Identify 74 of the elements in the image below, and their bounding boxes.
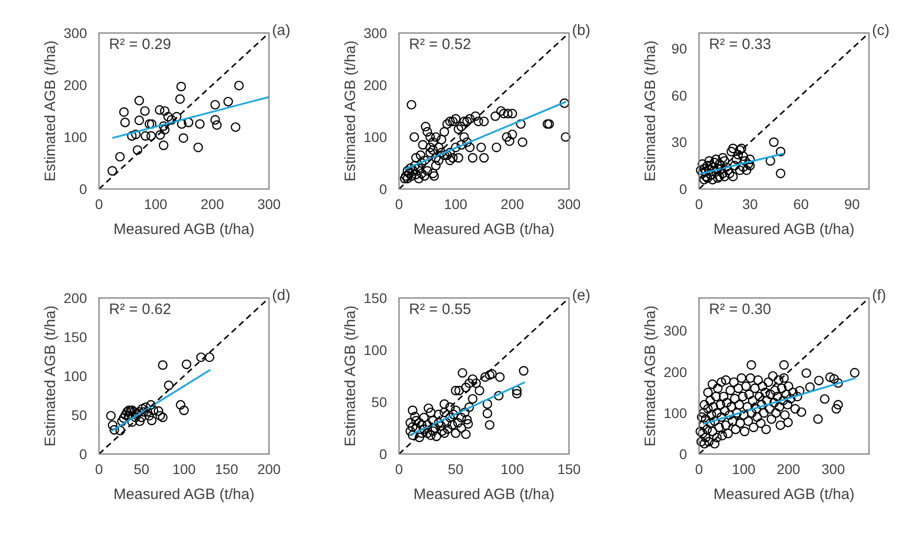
annotation: R² = 0.55	[409, 301, 472, 318]
x-axis-title: Measured AGB (t/ha)	[714, 221, 854, 238]
x-tick-label: 100	[444, 196, 468, 212]
x-tick-label: 60	[793, 196, 809, 212]
text: (c)	[872, 22, 890, 39]
x-tick-label: 100	[500, 461, 524, 477]
x-tick-label: 90	[844, 196, 860, 212]
x-tick-label: 200	[776, 461, 800, 477]
y-tick-label: 200	[364, 76, 388, 93]
y-tick-label: 0	[679, 180, 688, 197]
x-tick-label: 0	[95, 461, 104, 477]
annotation: R² = 0.33	[709, 36, 772, 53]
x-tick-label: 0	[95, 196, 104, 212]
annotation: R² = 0.52	[409, 36, 472, 53]
x-tick-label: 0	[695, 461, 704, 477]
y-tick-label: 50	[371, 394, 388, 410]
x-tick-label: 0	[695, 196, 704, 212]
y-tick-label: 90	[671, 40, 688, 56]
y-tick-label: 50	[71, 406, 88, 423]
y-tick-label: 300	[64, 24, 88, 41]
x-axis-title: Measured AGB (t/ha)	[714, 486, 854, 503]
y-tick-label: 100	[364, 128, 388, 145]
y-tick-label: 100	[364, 342, 388, 358]
x-tick-label: 300	[822, 461, 846, 477]
y-axis-title: Estimated AGB (t/ha)	[342, 40, 359, 182]
y-tick-label: 300	[364, 24, 388, 41]
text: (e)	[572, 287, 590, 304]
y-tick-label: 0	[79, 180, 88, 197]
x-tick-label: 0	[395, 196, 404, 212]
y-axis-title: Estimated AGB (t/ha)	[342, 306, 359, 446]
x-tick-label: 50	[448, 461, 464, 477]
x-tick-label: 100	[172, 461, 196, 477]
x-axis-title: Measured AGB (t/ha)	[414, 486, 554, 503]
y-tick-label: 150	[364, 290, 388, 306]
y-tick-label: 200	[64, 76, 88, 93]
y-axis-title: Estimated AGB (t/ha)	[42, 40, 59, 182]
text: (f)	[872, 287, 886, 304]
y-tick-label: 0	[679, 446, 688, 462]
x-tick-label: 0	[395, 461, 404, 477]
x-axis-title: Measured AGB (t/ha)	[114, 221, 254, 238]
x-tick-label: 300	[257, 196, 281, 212]
y-tick-label: 0	[79, 446, 88, 462]
annotation: R² = 0.62	[109, 301, 172, 318]
x-tick-label: 150	[214, 461, 238, 477]
text: (a)	[272, 22, 290, 39]
y-axis-title: Estimated AGB (t/ha)	[642, 40, 659, 182]
x-tick-label: 200	[500, 196, 524, 212]
y-axis-title: Estimated AGB (t/ha)	[42, 306, 59, 446]
y-tick-label: 100	[64, 368, 88, 384]
text: (d)	[272, 287, 290, 304]
x-tick-label: 100	[732, 461, 756, 477]
x-tick-label: 150	[557, 461, 581, 477]
y-tick-label: 30	[671, 134, 688, 150]
y-tick-label: 150	[64, 328, 88, 345]
y-axis-title: Estimated AGB (t/ha)	[642, 306, 659, 446]
x-tick-label: 50	[134, 461, 150, 477]
y-tick-label: 200	[664, 364, 688, 380]
x-tick-label: 100	[144, 196, 168, 212]
annotation: R² = 0.29	[109, 36, 172, 53]
x-tick-label: 30	[742, 196, 758, 212]
y-tick-label: 0	[379, 446, 388, 462]
text: (b)	[572, 22, 590, 39]
y-tick-label: 0	[379, 180, 388, 197]
x-tick-label: 200	[200, 196, 224, 212]
y-tick-label: 100	[64, 128, 88, 145]
x-tick-label: 200	[257, 461, 281, 477]
y-tick-label: 300	[664, 322, 688, 339]
annotation: R² = 0.30	[709, 301, 772, 318]
x-axis-title: Measured AGB (t/ha)	[414, 221, 554, 238]
y-tick-label: 100	[664, 404, 688, 421]
x-axis-title: Measured AGB (t/ha)	[114, 486, 254, 503]
x-tick-label: 300	[557, 196, 581, 212]
y-tick-label: 200	[64, 290, 88, 306]
y-tick-label: 60	[671, 87, 688, 104]
